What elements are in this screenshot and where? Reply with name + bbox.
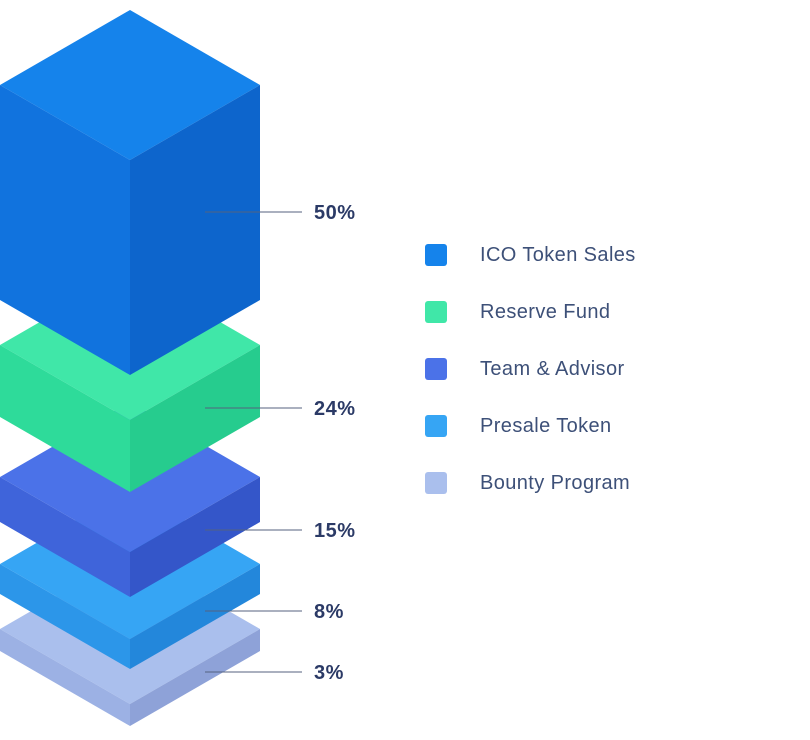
legend-item-team-advisor: Team & Advisor	[425, 358, 636, 380]
legend-label-bounty-program: Bounty Program	[480, 471, 631, 494]
legend-item-bounty-program: Bounty Program	[425, 472, 636, 494]
legend-item-presale-token: Presale Token	[425, 415, 636, 437]
chart-legend: ICO Token Sales Reserve Fund Team & Advi…	[425, 244, 636, 494]
legend-label-ico-token-sales: ICO Token Sales	[480, 243, 636, 266]
block-reserve-fund-left-face	[0, 345, 130, 492]
legend-swatch-team-advisor	[425, 358, 447, 380]
callout-label-bounty-program: 3%	[314, 662, 344, 684]
callout-label-ico-token-sales: 50%	[314, 202, 356, 224]
block-team-advisor-right-face	[130, 477, 260, 597]
legend-swatch-bounty-program	[425, 472, 447, 494]
legend-swatch-reserve-fund	[425, 301, 447, 323]
block-bounty-program-left-face	[0, 629, 130, 726]
callout-label-reserve-fund: 24%	[314, 398, 356, 420]
callout-label-presale-token: 8%	[314, 601, 344, 623]
legend-swatch-presale-token	[425, 415, 447, 437]
block-bounty-program-right-face	[130, 629, 260, 726]
block-presale-token-right-face	[130, 564, 260, 669]
block-ico-token-sales	[0, 10, 260, 375]
block-team-advisor-left-face	[0, 477, 130, 597]
legend-swatch-ico-token-sales	[425, 244, 447, 266]
callout-label-team-advisor: 15%	[314, 520, 356, 542]
legend-label-presale-token: Presale Token	[480, 414, 612, 437]
legend-item-reserve-fund: Reserve Fund	[425, 301, 636, 323]
legend-label-reserve-fund: Reserve Fund	[480, 300, 611, 323]
block-presale-token-left-face	[0, 564, 130, 669]
block-reserve-fund-right-face	[130, 345, 260, 492]
block-ico-token-sales-left-face	[0, 85, 130, 375]
legend-label-team-advisor: Team & Advisor	[480, 357, 625, 380]
legend-item-ico-token-sales: ICO Token Sales	[425, 244, 636, 266]
block-ico-token-sales-right-face	[130, 85, 260, 375]
